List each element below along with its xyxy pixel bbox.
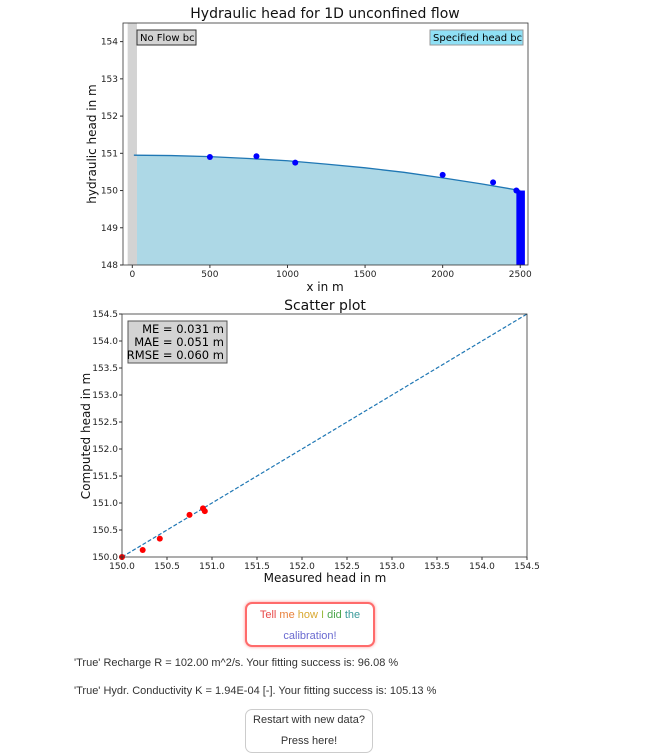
y-tick-label: 150 xyxy=(101,187,118,197)
chart-title: Scatter plot xyxy=(284,298,366,314)
word: I xyxy=(321,609,325,621)
y-tick-label: 152.0 xyxy=(92,445,118,455)
recharge-result: 'True' Recharge R = 102.00 m^2/s. Your f… xyxy=(74,657,399,669)
x-tick-label: 2500 xyxy=(509,270,532,280)
word: the xyxy=(344,609,361,621)
y-tick-label: 153.5 xyxy=(92,364,118,374)
conductivity-result: 'True' Hydr. Conductivity K = 1.94E-04 [… xyxy=(74,685,437,697)
measured-point xyxy=(490,179,497,186)
y-tick-label: 153 xyxy=(101,75,118,85)
axes-frame xyxy=(122,22,529,266)
x-tick-label: 154.0 xyxy=(469,562,495,572)
x-axis-label: Measured head in m xyxy=(264,571,387,585)
word: me xyxy=(279,609,295,621)
no-flow-boundary xyxy=(127,23,137,265)
x-tick-label: 0 xyxy=(129,270,135,280)
y-tick-label: 154 xyxy=(101,38,118,48)
y-tick-label: 150.5 xyxy=(92,526,118,536)
x-tick-label: 151.0 xyxy=(199,562,225,572)
no-flow-label: No Flow bc xyxy=(140,33,195,44)
y-tick-label: 148 xyxy=(101,261,118,271)
y-axis-label: hydraulic head in m xyxy=(85,84,99,204)
restart-line1: Restart with new data? xyxy=(253,714,365,726)
x-tick-label: 1500 xyxy=(354,270,377,280)
x-tick-label: 151.5 xyxy=(244,562,270,572)
y-tick-label: 150.0 xyxy=(92,553,118,563)
no-flow-label-box xyxy=(136,29,197,46)
y-tick-label: 151.0 xyxy=(92,499,118,509)
x-tick-label: 152.5 xyxy=(334,562,360,572)
x-tick-label: 150.5 xyxy=(154,562,180,572)
spec-head-label: Specified head bc xyxy=(433,33,522,44)
restart-button[interactable]: Restart with new data? Press here! xyxy=(245,709,373,753)
x-tick-label: 2000 xyxy=(431,270,454,280)
chart-title: Hydraulic head for 1D unconfined flow xyxy=(190,6,459,22)
y-tick-label: 154.0 xyxy=(92,337,118,347)
x-axis-label: x in m xyxy=(306,280,343,294)
specified-head-boundary xyxy=(516,190,525,265)
measured-point xyxy=(253,153,260,160)
x-tick-label: 153.0 xyxy=(379,562,405,572)
stats-box xyxy=(127,320,228,364)
stat-line: RMSE = 0.060 m xyxy=(127,348,224,362)
x-tick-label: 154.5 xyxy=(514,562,540,572)
y-tick-label: 152 xyxy=(101,112,118,122)
x-tick-label: 500 xyxy=(201,270,218,280)
word: Tell xyxy=(259,609,277,621)
measured-point xyxy=(292,159,299,166)
scatter-point xyxy=(201,508,208,515)
head-fill xyxy=(136,155,521,265)
spec-head-label-box xyxy=(429,29,524,46)
x-tick-label: 152.0 xyxy=(289,562,315,572)
computed-head-line xyxy=(133,154,521,192)
evaluate-button[interactable]: Tell me how I did the calibration! xyxy=(245,602,375,647)
y-axis-label: Computed head in m xyxy=(79,373,93,499)
stat-line: ME = 0.031 m xyxy=(142,322,224,336)
y-tick-label: 152.5 xyxy=(92,418,118,428)
y-tick-label: 151.5 xyxy=(92,472,118,482)
y-tick-label: 154.5 xyxy=(92,310,118,320)
measured-point xyxy=(513,187,520,194)
measured-point xyxy=(206,154,213,161)
y-tick-label: 151 xyxy=(101,149,118,159)
y-tick-label: 149 xyxy=(101,224,118,234)
scatter-point xyxy=(186,511,193,518)
measured-point xyxy=(439,171,446,178)
x-tick-label: 1000 xyxy=(276,270,299,280)
charts: 0 500 1000 1500 2000 2500 148 149 150 151 152 153 15… xyxy=(79,6,540,585)
word: calibration! xyxy=(283,630,337,642)
scatter-point xyxy=(139,546,146,553)
word: did xyxy=(327,609,342,621)
stat-line: MAE = 0.051 m xyxy=(134,335,224,349)
x-tick-label: 150.0 xyxy=(109,562,135,572)
y-tick-label: 153.0 xyxy=(92,391,118,401)
x-tick-label: 153.5 xyxy=(424,562,450,572)
word: how xyxy=(297,609,318,621)
scatter-point xyxy=(156,535,163,542)
axes-frame xyxy=(121,313,528,558)
restart-line2: Press here! xyxy=(280,735,338,747)
